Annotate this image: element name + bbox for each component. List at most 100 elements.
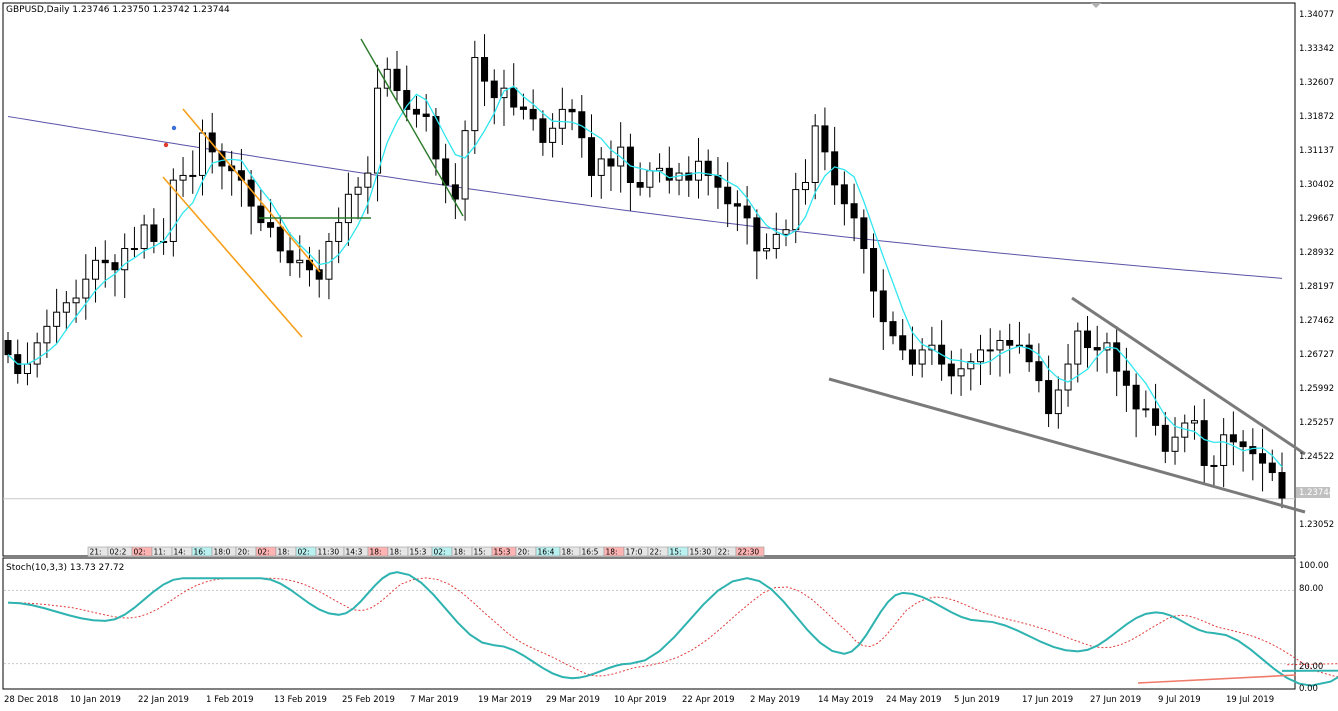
current-price-marker [1296, 487, 1330, 498]
candle-body [1045, 380, 1053, 415]
price-tick: 1.27462 [1299, 316, 1334, 326]
candle-body [111, 262, 119, 271]
wedge-lower-line [828, 377, 1306, 514]
candle-body [62, 302, 70, 313]
candle-body [257, 205, 265, 224]
candle-body [130, 248, 138, 251]
event-marker-label: 18: [454, 548, 466, 557]
time-tick: 5 Jun 2019 [954, 695, 1000, 705]
candle-body [198, 132, 207, 176]
stoch-trendline [1137, 674, 1297, 684]
time-tick: 1 Feb 2019 [206, 695, 254, 705]
candle-body [821, 125, 829, 153]
event-marker-label: 18: [606, 548, 618, 557]
price-tick: 1.34077 [1299, 10, 1334, 20]
time-tick: 13 Feb 2019 [274, 695, 327, 705]
candle-body [1132, 384, 1140, 410]
time-tick: 22 Apr 2019 [682, 695, 735, 705]
candle-body [189, 174, 197, 177]
time-tick: 24 May 2019 [886, 695, 941, 705]
economic-event-strip[interactable]: 21: 02:2 02: 11: 14: 16: 18:0 20: 02: 18: 02: 11:30… [87, 546, 765, 557]
channel-lower-line [162, 176, 303, 338]
event-marker-label: 02: [298, 548, 310, 557]
candle-body [267, 222, 275, 228]
time-tick: 2 May 2019 [750, 695, 800, 705]
candle-body [490, 80, 498, 99]
candle-body [899, 335, 907, 351]
candle-body [1025, 344, 1033, 363]
candle-body [733, 203, 741, 207]
ma-slow-line [7, 115, 1283, 279]
candle-body [315, 269, 323, 280]
stoch-level-label: 80.00 [1299, 584, 1323, 594]
candle-body [879, 290, 887, 323]
event-marker-label: 02: [134, 548, 146, 557]
candle-body [1152, 408, 1160, 426]
stoch-level-label: 100.00 [1299, 561, 1329, 571]
time-tick: 19 Jul 2019 [1226, 695, 1274, 705]
candle-body [1190, 420, 1198, 424]
candle-body [335, 222, 343, 242]
chart-shift-marker[interactable] [1091, 3, 1101, 8]
candle-body [1200, 420, 1208, 466]
ma-fast-line [7, 85, 1283, 468]
candle-body [92, 259, 100, 280]
stoch-level-label: 0.00 [1299, 684, 1318, 694]
candle-body [286, 250, 294, 264]
event-marker-label: 15: [474, 548, 486, 557]
candle-body [811, 125, 819, 183]
event-marker[interactable] [735, 546, 765, 557]
price-tick: 1.33342 [1299, 44, 1334, 54]
time-axis: 28 Dec 2018 10 Jan 2019 22 Jan 2019 1 Fe… [4, 695, 1274, 705]
candle-body [685, 172, 693, 181]
candle-body [860, 217, 868, 250]
candle-body [1161, 424, 1169, 452]
price-pane [3, 34, 1295, 509]
candle-body [23, 363, 31, 375]
candle-body [529, 108, 537, 120]
price-tick: 1.25992 [1299, 384, 1334, 394]
candle-body [1122, 370, 1130, 386]
candle-body [1229, 434, 1237, 443]
candle-body [1239, 441, 1247, 448]
event-marker-label: 02:2 [110, 548, 127, 557]
candle-body [986, 349, 994, 352]
candle-body [500, 87, 508, 99]
candle-body [840, 184, 848, 205]
time-tick: 19 Mar 2019 [478, 695, 532, 705]
price-tick: 1.28932 [1299, 248, 1334, 258]
price-tick: 1.26727 [1299, 350, 1334, 360]
event-marker-label: 18: [390, 548, 402, 557]
candle-body [646, 170, 654, 188]
candle-body [1278, 472, 1286, 499]
candle-body [1103, 342, 1111, 351]
event-marker-label: 14:3 [346, 548, 363, 557]
candle-body [519, 106, 527, 110]
candle-body [549, 127, 557, 143]
candle-body [1142, 408, 1150, 411]
trendline-green-diagonal [360, 38, 464, 217]
stoch-header: Stoch(10,3,3) 13.73 27.72 [6, 563, 124, 573]
candle-body [344, 193, 352, 224]
candle-body [393, 68, 401, 92]
candle-body [101, 259, 109, 264]
stoch-main-line [7, 571, 1338, 687]
candle-body [140, 224, 148, 250]
candle-body [957, 368, 965, 377]
time-tick: 10 Jan 2019 [70, 695, 121, 705]
candle-body [753, 217, 761, 252]
event-marker-label: 16: [194, 548, 206, 557]
candle-body [422, 113, 430, 117]
candle-body [626, 146, 634, 183]
candle-body [364, 172, 372, 188]
event-marker-label: 21: [90, 548, 102, 557]
price-tick: 1.24522 [1299, 452, 1334, 462]
event-marker-label: 18: [278, 548, 290, 557]
candle-body [694, 160, 703, 181]
candle-body [889, 321, 897, 337]
price-tick: 1.30402 [1299, 180, 1334, 190]
price-tick: 1.31137 [1299, 146, 1334, 156]
candle-body [33, 342, 41, 365]
